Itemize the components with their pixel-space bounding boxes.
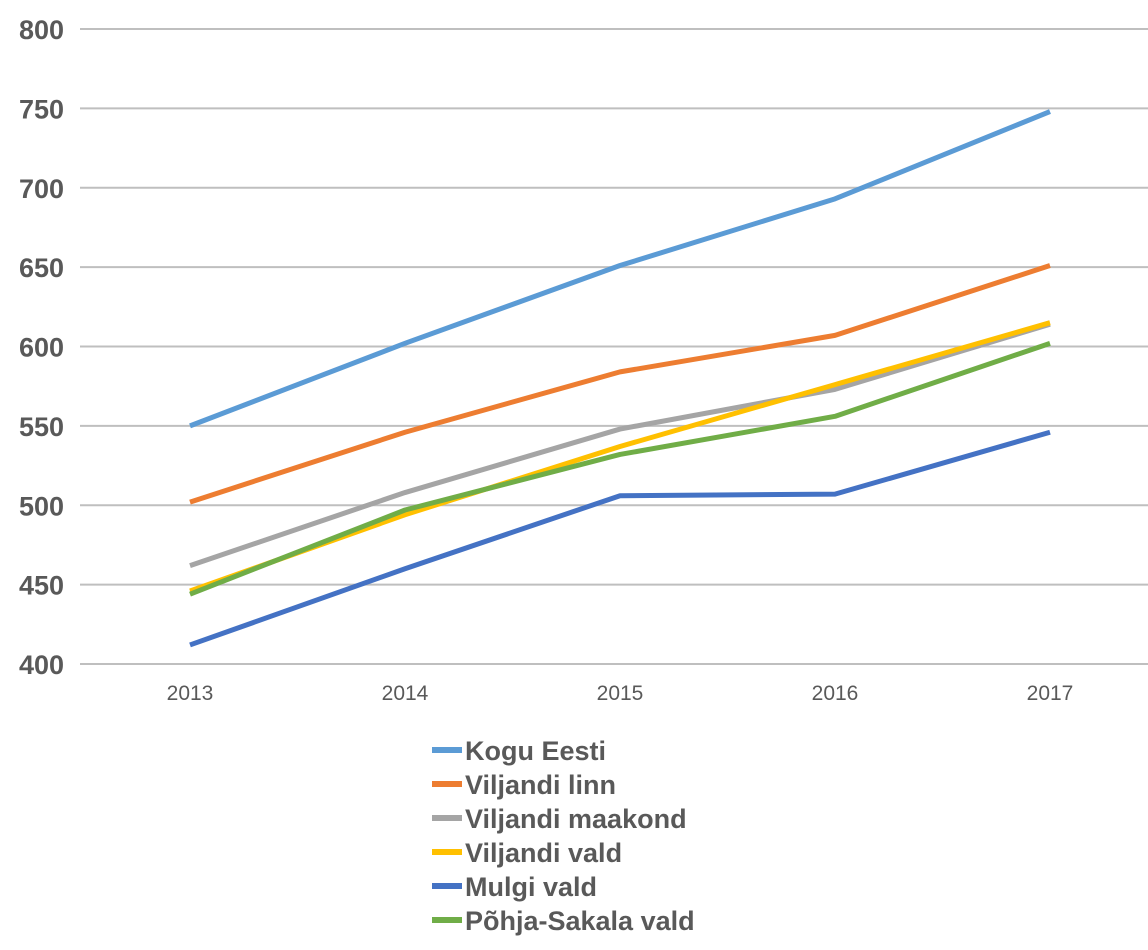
x-tick-label-2014: 2014 bbox=[382, 682, 429, 705]
series-line-2 bbox=[189, 263, 1051, 505]
x-axis-tick-labels: 2013 2014 2015 2016 2017 bbox=[167, 682, 1074, 705]
series-line-5 bbox=[189, 429, 1051, 648]
x-tick-label-2016: 2016 bbox=[812, 682, 859, 705]
x-tick-label-2017: 2017 bbox=[1027, 682, 1074, 705]
series-line-6 bbox=[189, 340, 1051, 597]
legend-label-6: Põhja-Sakala vald bbox=[465, 906, 695, 936]
y-tick-label-750: 750 bbox=[19, 94, 64, 124]
y-tick-label-450: 450 bbox=[19, 571, 64, 601]
y-tick-label-800: 800 bbox=[19, 15, 64, 45]
y-tick-label-500: 500 bbox=[19, 491, 64, 521]
legend-label-1: Kogu Eesti bbox=[465, 736, 606, 766]
legend-label-3: Viljandi maakond bbox=[465, 804, 687, 834]
series-line-1 bbox=[189, 109, 1051, 429]
series-line-3 bbox=[189, 321, 1051, 568]
y-tick-label-650: 650 bbox=[19, 253, 64, 283]
x-tick-label-2013: 2013 bbox=[167, 682, 214, 705]
x-tick-label-2015: 2015 bbox=[597, 682, 644, 705]
y-tick-label-700: 700 bbox=[19, 174, 64, 204]
y-tick-label-550: 550 bbox=[19, 412, 64, 442]
legend: Kogu Eesti Viljandi linn Viljandi maakond V… bbox=[432, 736, 695, 936]
gridlines bbox=[80, 28, 1148, 665]
legend-label-2: Viljandi linn bbox=[465, 770, 616, 800]
y-tick-label-400: 400 bbox=[19, 650, 64, 680]
y-axis-tick-labels: 400 450 500 550 600 650 700 750 800 bbox=[19, 15, 64, 680]
series-lines bbox=[189, 109, 1051, 648]
y-tick-label-600: 600 bbox=[19, 333, 64, 363]
legend-label-4: Viljandi vald bbox=[465, 838, 622, 868]
legend-label-5: Mulgi vald bbox=[465, 872, 597, 902]
